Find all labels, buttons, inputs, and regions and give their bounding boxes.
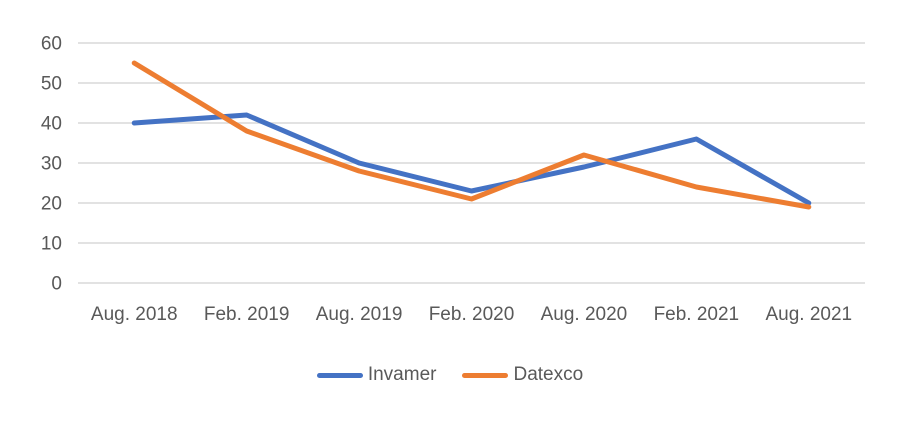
x-axis-tick-label: Aug. 2020	[541, 304, 628, 325]
chart-legend: Invamer Datexco	[0, 364, 900, 386]
x-axis-tick-label: Aug. 2019	[316, 304, 403, 325]
y-axis-tick-label: 0	[51, 274, 62, 295]
legend-line-swatch	[462, 372, 509, 378]
x-axis-tick-label: Aug. 2018	[91, 304, 178, 325]
legend-label: Invamer	[367, 364, 437, 385]
series-line-invamer	[131, 112, 812, 206]
y-axis-tick-label: 60	[41, 34, 62, 55]
y-axis-tick-label: 20	[41, 194, 62, 215]
y-axis-tick-label: 30	[41, 154, 62, 175]
x-axis-tick-label: Aug. 2021	[765, 304, 852, 325]
chart-plot-area: 0 10 20 30 40 50 60 Aug. 2018 Feb. 2019 Aug. 2019…	[41, 34, 865, 325]
series-line-datexco	[131, 60, 812, 210]
y-axis-tick-label: 40	[41, 114, 62, 135]
x-axis-tick-label: Feb. 2020	[429, 304, 515, 325]
legend-label: Datexco	[513, 364, 584, 385]
y-axis-tick-label: 50	[41, 74, 62, 95]
y-axis-tick-label: 10	[41, 234, 62, 255]
legend-line-swatch	[316, 372, 363, 378]
legend-item-invamer: Invamer	[316, 364, 437, 386]
x-axis-tick-label: Feb. 2019	[204, 304, 290, 325]
legend-item-datexco: Datexco	[462, 364, 583, 386]
x-axis-tick-label: Feb. 2021	[654, 304, 740, 325]
